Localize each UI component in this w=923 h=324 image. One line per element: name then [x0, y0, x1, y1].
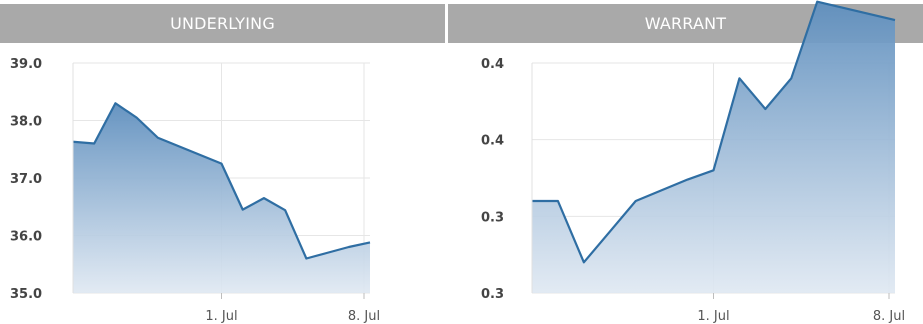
data-point [326, 251, 330, 255]
data-point [893, 18, 897, 22]
data-point [582, 260, 586, 264]
x-tick-label: 1. Jul [697, 309, 729, 324]
x-tick-label: 1. Jul [205, 309, 237, 324]
warrant-chart: 0.4 0.4 0.3 0.3 1. Jul 8. Jul [481, 0, 905, 324]
underlying-header: UNDERLYING [0, 4, 445, 43]
data-point [763, 107, 767, 111]
y-tick-label: 37.0 [10, 172, 42, 187]
data-point [556, 199, 560, 203]
series-line [532, 0, 896, 264]
data-point [156, 136, 160, 140]
data-point [241, 208, 245, 212]
data-point [841, 6, 845, 10]
data-point [737, 76, 741, 80]
data-point [789, 76, 793, 80]
y-tick-label: 39.0 [10, 57, 42, 72]
data-point [220, 162, 224, 166]
y-tick-label: 0.4 [481, 57, 504, 72]
data-point [660, 188, 664, 192]
series-area [532, 1, 895, 294]
y-tick-label: 35.0 [10, 287, 42, 302]
y-tick-label: 0.4 [481, 134, 504, 149]
data-point [634, 199, 638, 203]
data-point [92, 142, 96, 146]
data-point [368, 240, 372, 244]
data-point [198, 153, 202, 157]
y-tick-label: 0.3 [481, 210, 504, 225]
data-point [135, 116, 139, 120]
underlying-chart: 39.0 38.0 37.0 36.0 35.0 1. Jul 8. Jul [10, 57, 380, 324]
data-point [304, 257, 308, 261]
warrant-panel: WARRANT 0.4 0.4 0.3 0.3 1. Jul 8. Jul [448, 0, 923, 324]
data-point [177, 144, 181, 148]
data-point [712, 168, 716, 172]
y-tick-label: 36.0 [10, 230, 42, 245]
data-point [113, 101, 117, 105]
underlying-panel: UNDERLYING 39.0 38.0 37.0 36.0 35.0 1. Jul 8. … [0, 0, 445, 324]
y-tick-label: 38.0 [10, 115, 42, 130]
data-point [608, 230, 612, 234]
data-point [867, 12, 871, 16]
series-area [73, 103, 370, 293]
y-tick-label: 0.3 [481, 287, 504, 302]
data-point [262, 196, 266, 200]
data-point [686, 178, 690, 182]
x-tick-label: 8. Jul [873, 309, 905, 324]
series-line [72, 102, 371, 260]
data-point [283, 208, 287, 212]
x-tick-label: 8. Jul [348, 309, 380, 324]
data-point [347, 245, 351, 249]
